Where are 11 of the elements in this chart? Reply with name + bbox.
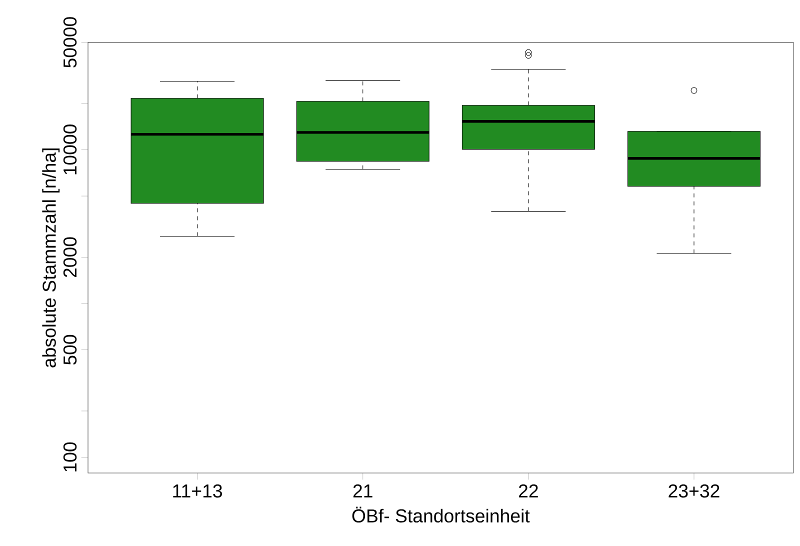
x-tick-label: 11+13: [173, 484, 222, 498]
x-axis-title: ÖBf- Standortseinheit: [352, 506, 530, 523]
y-tick-label: 50000: [63, 17, 77, 68]
y-tick-label: 100: [63, 442, 77, 472]
y-tick-label: 10000: [63, 124, 77, 174]
x-tick-label: 23+32: [668, 484, 720, 498]
x-tick-label: 22: [518, 484, 538, 498]
y-axis-title: absolute Stammzahl [n/ha]: [42, 148, 60, 368]
y-tick-label: 500: [63, 334, 77, 365]
x-tick-label: 21: [353, 484, 372, 498]
y-tick-label: 2000: [63, 237, 77, 278]
